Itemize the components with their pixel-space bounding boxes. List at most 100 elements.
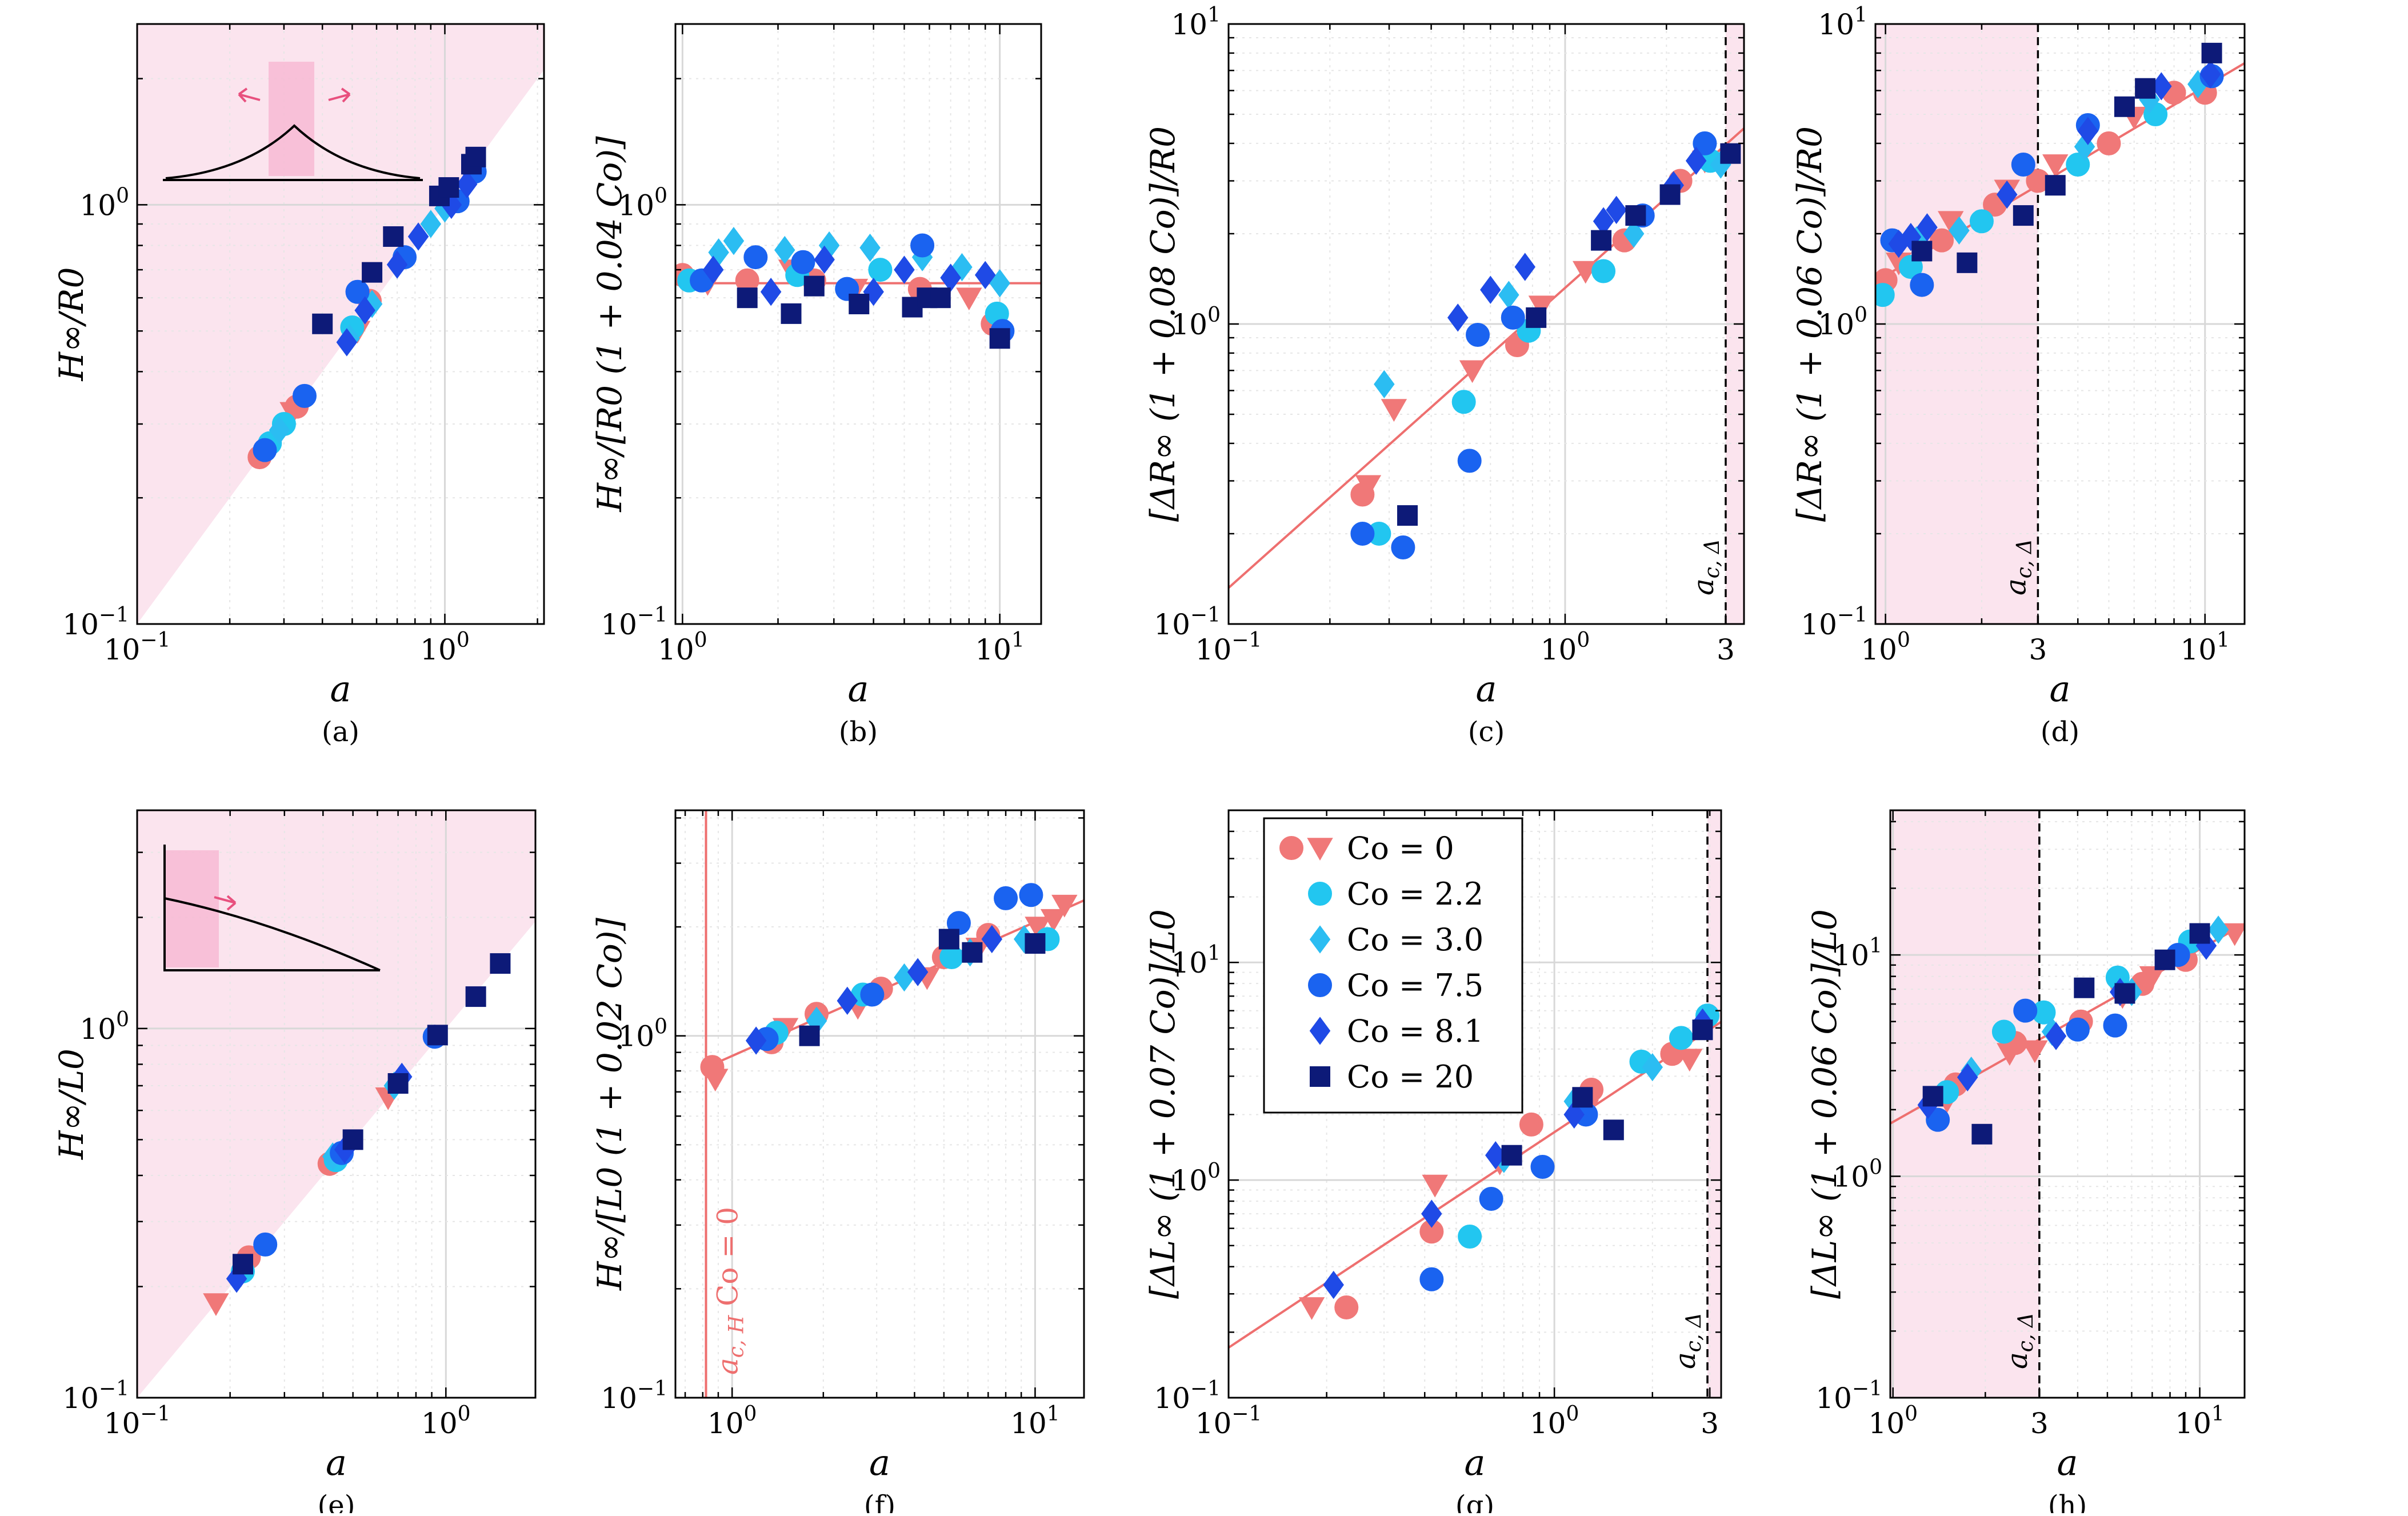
y-axis-label: H∞/[L0 (1 + 0.02 Co)]	[590, 918, 629, 1291]
data-point-Co8_1-diamond	[2200, 60, 2221, 89]
data-point-Co3_0-diamond	[2207, 915, 2229, 944]
legend-entry: Co = 0	[1279, 830, 1454, 866]
data-point-Co20-square	[1922, 1086, 1943, 1107]
y-tick-label: 101	[1171, 942, 1221, 979]
data-point-Co7_5-circle	[345, 279, 370, 304]
data-point-Co20-square	[1692, 1019, 1713, 1041]
panel-caption: (f)	[864, 1490, 895, 1513]
data-point-Co20-square	[1397, 505, 1418, 526]
shaded-region	[137, 810, 535, 1398]
data-point-Co2_2-circle	[1458, 1225, 1482, 1249]
data-point-Co20-square	[737, 287, 758, 309]
plot-area-e	[137, 810, 535, 1398]
data-point-Co20-square	[989, 328, 1010, 349]
axes-frame	[1227, 809, 1722, 1399]
data-point-Co8_1-diamond	[2077, 117, 2099, 145]
data-point-Co20-square	[2013, 205, 2034, 226]
data-point-Co3_0-diamond	[269, 416, 290, 445]
panel-caption: (a)	[322, 716, 359, 748]
data-point-Co7_5-circle	[2013, 998, 2038, 1023]
data-point-Co20-square	[1591, 230, 1612, 251]
data-point-Co7_5-circle	[1419, 1267, 1444, 1291]
data-point-Co20-square	[2201, 42, 2222, 63]
shaded-region	[1707, 810, 1721, 1398]
inset-drop-profile	[163, 124, 423, 181]
data-point-Co7_5-circle	[860, 982, 885, 1007]
critical-label: ac, Δ	[1669, 1313, 1706, 1369]
y-axis-label: H∞/L0	[52, 1049, 91, 1160]
data-point-Co8_1-diamond	[745, 1026, 767, 1055]
data-point-Co7_5-circle	[1019, 883, 1043, 907]
legend-entry: Co = 2.2	[1308, 876, 1483, 912]
data-point-Co0-triangle	[1381, 399, 1407, 422]
data-point-Co8_1-diamond	[1563, 1100, 1585, 1129]
x-tick-label: 100	[1541, 629, 1590, 666]
data-point-Co7_5-circle	[1457, 449, 1482, 473]
data-point-Co20-square	[930, 287, 951, 309]
panel-caption: (c)	[1468, 716, 1505, 748]
data-point-Co8_1-diamond	[814, 245, 835, 274]
y-tick-label: 101	[1171, 3, 1221, 41]
panel-e: 10−1 100 10−1 100 a H∞/L0 (e)	[52, 809, 537, 1516]
data-point-Co8_1-diamond	[354, 296, 375, 325]
data-point-Co20-square	[849, 293, 870, 314]
data-point-Co0-circle	[1334, 1295, 1359, 1319]
x-axis-label: a	[2050, 668, 2071, 710]
data-point-Co7_5-circle	[910, 233, 935, 258]
y-tick-label: 10−1	[1154, 603, 1221, 641]
legend-label: Co = 8.1	[1347, 1013, 1483, 1049]
data-point-Co20-square	[342, 1129, 363, 1150]
x-tick-label: 100	[658, 629, 707, 666]
data-point-Co3_0-diamond	[420, 210, 442, 238]
legend-label: Co = 7.5	[1347, 967, 1483, 1003]
legend-entry: Co = 8.1	[1309, 1013, 1483, 1049]
inset-wedge-sketch	[163, 845, 381, 971]
data-point-Co3_0-diamond	[859, 233, 881, 262]
data-point-Co8_1-diamond	[407, 222, 429, 251]
x-tick-label: 3	[1701, 1407, 1719, 1440]
data-point-Co20-square	[1501, 1145, 1522, 1166]
data-point-Co7_5-circle	[1693, 131, 1717, 155]
x-tick-label: 10−1	[104, 629, 171, 666]
data-point-Co0-triangle	[2022, 1040, 2048, 1063]
y-tick-label: 10−1	[1801, 603, 1867, 641]
data-point-Co8_1-diamond	[456, 170, 478, 199]
inset-highlight	[269, 62, 314, 176]
panel-caption: (b)	[839, 716, 878, 748]
data-point-Co20-square	[1603, 1119, 1624, 1141]
data-point-Co8_1-diamond	[1957, 1063, 1978, 1091]
arrow-right-icon	[214, 895, 237, 911]
data-point-Co8_1-diamond	[2045, 1022, 2067, 1050]
data-point-Co7_5-circle	[2103, 1013, 2127, 1038]
data-point-Co2_2-circle	[1451, 390, 1476, 414]
data-point-Co3_0-diamond	[1623, 219, 1645, 248]
plot-area-c	[1229, 24, 1744, 624]
legend: Co = 0 Co = 2.2 Co = 3.0 Co = 7.5 Co = 8.1 Co…	[1263, 817, 1523, 1114]
y-axis-label: H∞/[R0 (1 + 0.04 Co)]	[590, 136, 629, 513]
x-tick-label: 101	[975, 629, 1025, 666]
y-axis-label: [ΔR∞ (1 + 0.06 Co)]/R0	[1790, 126, 1829, 522]
x-tick-label: 3	[1717, 633, 1735, 666]
x-tick-label: 10−1	[1195, 629, 1262, 666]
data-point-Co8_1-diamond	[1447, 303, 1469, 332]
y-tick-label: 10−1	[1154, 1377, 1221, 1415]
data-point-Co20-square	[1572, 1087, 1593, 1108]
data-point-Co7_5-circle	[292, 383, 317, 408]
critical-label-red: ac, H Co = 0	[711, 1207, 749, 1375]
data-point-Co8_1-diamond	[894, 255, 915, 284]
data-point-Co0-triangle	[1528, 295, 1555, 319]
data-point-Co0-circle	[1519, 1112, 1543, 1137]
data-point-Co2_2-circle	[868, 258, 893, 282]
legend-entry: Co = 20	[1310, 1059, 1474, 1095]
axes-frame	[136, 809, 537, 1399]
x-tick-label: 100	[421, 1402, 471, 1440]
data-point-Co20-square	[490, 953, 511, 974]
axes-frame	[1889, 809, 2246, 1399]
data-point-Co2_2-circle	[1969, 209, 1994, 234]
data-point-Co20-square	[387, 1073, 409, 1094]
data-point-Co2_2-circle	[1591, 259, 1616, 283]
x-tick-label: 100	[1530, 1402, 1579, 1440]
